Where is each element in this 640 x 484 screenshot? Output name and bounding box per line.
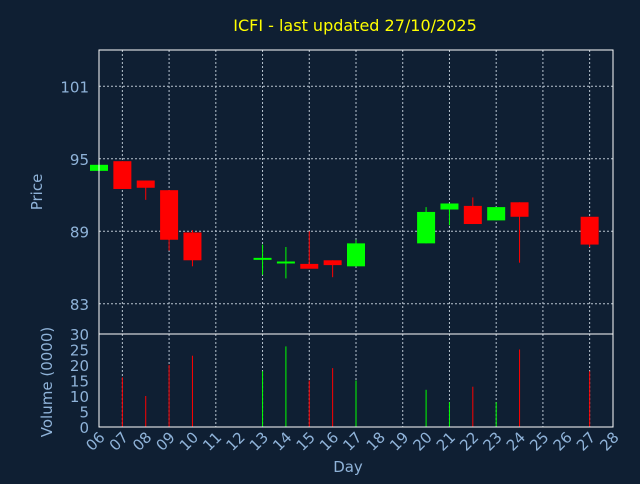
x-axis-label: Day [333, 458, 363, 476]
volume-tick-label: 5 [79, 404, 89, 422]
volume-tick-label: 25 [70, 342, 89, 360]
candle-body [113, 161, 132, 189]
volume-axis-label: Volume (0000) [38, 327, 56, 437]
volume-tick-label: 10 [70, 388, 89, 406]
candle-body [463, 205, 482, 225]
candle-body [580, 216, 599, 245]
candles [90, 161, 599, 279]
x-tick-labels: 0607080910111213141516171819202122232425… [82, 428, 622, 454]
volume-tick-label: 30 [70, 326, 89, 344]
volume-panel-frame [98, 333, 614, 428]
price-tick-label: 101 [60, 78, 89, 96]
price-tick-labels: 83 89 95 101 [60, 78, 89, 314]
candle-body [417, 211, 436, 244]
candle-body [160, 190, 179, 240]
candle-body [487, 207, 506, 221]
volume-tick-label: 20 [70, 357, 89, 375]
price-tick-label: 83 [70, 296, 89, 314]
candle-body [300, 263, 319, 269]
y-axis-label: Price [28, 174, 46, 211]
volume-bars [121, 346, 591, 427]
price-tick-label: 89 [70, 223, 89, 241]
price-tick-label: 95 [70, 151, 89, 169]
candle-body [183, 232, 202, 261]
candle-body [253, 257, 272, 260]
volume-tick-label: 0 [79, 419, 89, 437]
volume-tick-label: 15 [70, 373, 89, 391]
candle-body [323, 260, 342, 266]
candle-body [276, 261, 295, 264]
candle-body [510, 202, 529, 217]
chart-title: ICFI - last updated 27/10/2025 [233, 16, 477, 35]
candle-body [347, 243, 365, 267]
candle-body [440, 203, 459, 210]
price-grid [99, 50, 613, 334]
candle-body [136, 180, 155, 188]
